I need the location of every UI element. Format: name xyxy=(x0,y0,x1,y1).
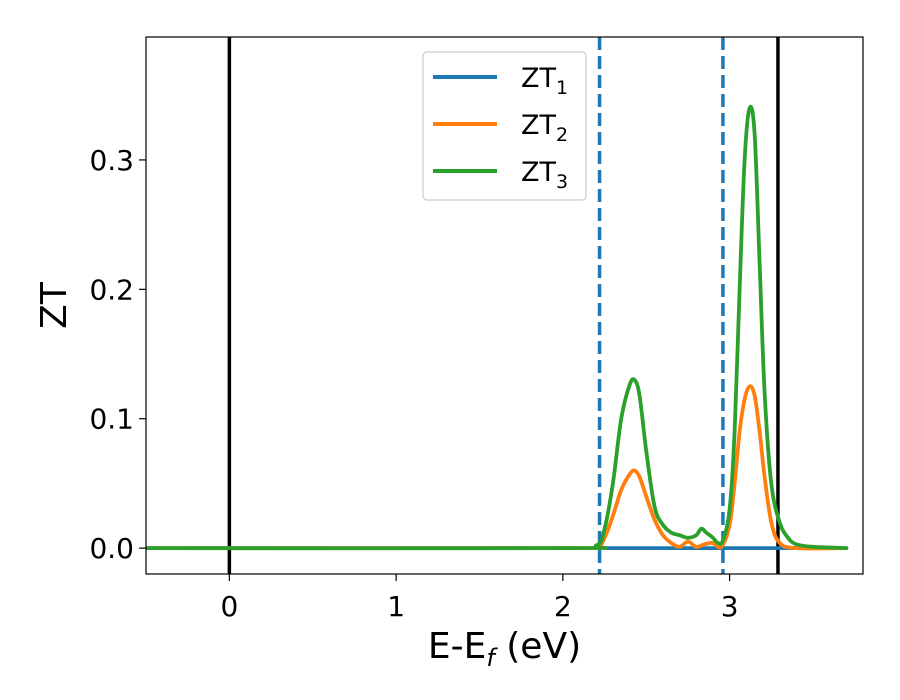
x-axis-label-main: E-E xyxy=(428,626,486,667)
legend-label-2: ZT3 xyxy=(521,157,568,193)
y-tick-label-3: 0.3 xyxy=(89,144,134,177)
plot-frame xyxy=(145,36,864,575)
x-axis-label: E-Ef (eV) xyxy=(428,626,581,672)
legend-box xyxy=(422,51,587,201)
legend-label-1: ZT2 xyxy=(521,110,568,146)
legend-label-sub-1: 2 xyxy=(556,124,568,146)
y-tick-label-2: 0.2 xyxy=(89,273,134,306)
plot-content xyxy=(146,37,849,574)
legend-label-main-2: ZT xyxy=(521,157,556,188)
legend-label-0: ZT1 xyxy=(521,63,568,99)
axis-ticks: 0 1 2 3 0.0 0.1 0.2 0.3 xyxy=(89,144,738,623)
x-axis-label-tail: (eV) xyxy=(495,626,581,667)
y-tick-label-1: 0.1 xyxy=(89,403,134,436)
series-line-zt3 xyxy=(146,104,849,551)
y-axis-label: ZT xyxy=(34,281,75,329)
x-tick-label-1: 1 xyxy=(387,590,405,623)
plot-area xyxy=(146,37,849,574)
x-tick-label-0: 0 xyxy=(220,590,238,623)
y-tick-label-0: 0.0 xyxy=(89,532,134,565)
x-tick-label-2: 2 xyxy=(554,590,572,623)
series-line-zt2 xyxy=(146,384,849,551)
legend-label-sub-2: 3 xyxy=(556,171,568,193)
legend-label-main-1: ZT xyxy=(521,110,556,141)
x-tick-label-3: 3 xyxy=(721,590,739,623)
legend-label-main-0: ZT xyxy=(521,63,556,94)
legend-label-sub-0: 1 xyxy=(556,77,568,99)
